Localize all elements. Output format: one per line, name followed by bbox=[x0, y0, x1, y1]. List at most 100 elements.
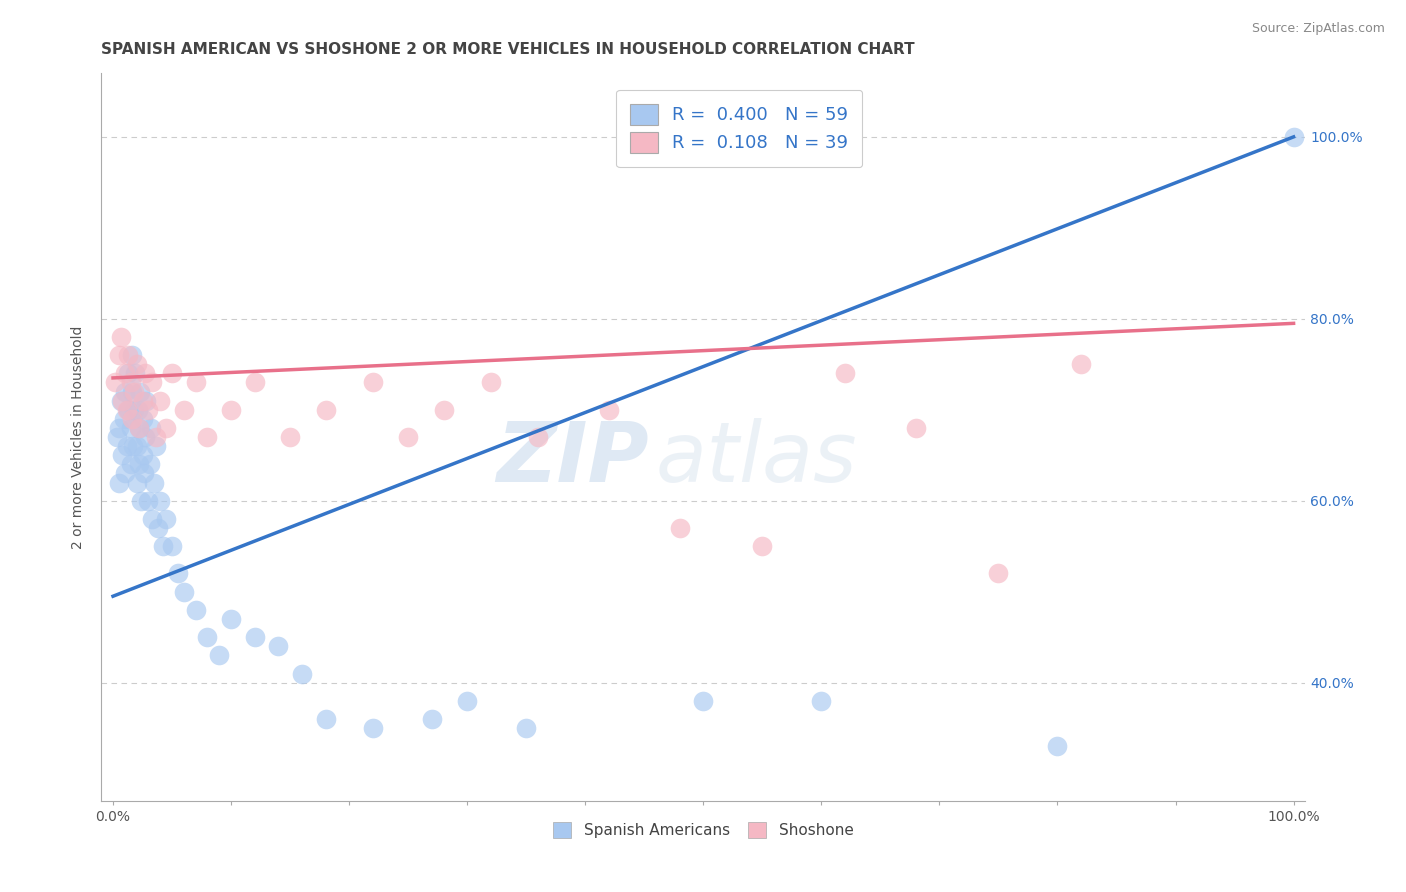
Point bbox=[479, 376, 502, 390]
Point bbox=[143, 475, 166, 490]
Point bbox=[122, 439, 145, 453]
Point bbox=[810, 694, 832, 708]
Point bbox=[128, 458, 150, 472]
Point bbox=[149, 493, 172, 508]
Point bbox=[124, 367, 146, 381]
Point bbox=[751, 539, 773, 553]
Text: SPANISH AMERICAN VS SHOSHONE 2 OR MORE VEHICLES IN HOUSEHOLD CORRELATION CHART: SPANISH AMERICAN VS SHOSHONE 2 OR MORE V… bbox=[101, 42, 915, 57]
Point bbox=[146, 521, 169, 535]
Point bbox=[120, 421, 142, 435]
Point bbox=[1282, 129, 1305, 144]
Point bbox=[120, 376, 142, 390]
Point bbox=[278, 430, 301, 444]
Point bbox=[139, 421, 162, 435]
Point bbox=[315, 712, 337, 726]
Point bbox=[1046, 739, 1069, 754]
Point bbox=[160, 367, 183, 381]
Point bbox=[315, 402, 337, 417]
Point bbox=[117, 348, 139, 362]
Point bbox=[131, 448, 153, 462]
Point bbox=[135, 393, 157, 408]
Point bbox=[141, 376, 163, 390]
Point bbox=[219, 612, 242, 626]
Point bbox=[184, 603, 207, 617]
Point bbox=[173, 584, 195, 599]
Point bbox=[111, 393, 134, 408]
Point bbox=[112, 412, 135, 426]
Point bbox=[134, 430, 156, 444]
Point bbox=[134, 367, 156, 381]
Point bbox=[129, 384, 152, 399]
Point bbox=[104, 376, 127, 390]
Point bbox=[114, 367, 136, 381]
Point bbox=[155, 421, 177, 435]
Point bbox=[396, 430, 419, 444]
Point bbox=[515, 721, 537, 735]
Point bbox=[361, 376, 384, 390]
Point bbox=[117, 402, 139, 417]
Point bbox=[208, 648, 231, 663]
Point bbox=[115, 439, 138, 453]
Point bbox=[145, 439, 167, 453]
Point bbox=[904, 421, 927, 435]
Point bbox=[114, 467, 136, 481]
Point bbox=[125, 439, 148, 453]
Legend: Spanish Americans, Shoshone: Spanish Americans, Shoshone bbox=[547, 816, 859, 844]
Point bbox=[108, 475, 131, 490]
Point bbox=[155, 512, 177, 526]
Point bbox=[668, 521, 690, 535]
Point bbox=[219, 402, 242, 417]
Point bbox=[834, 367, 856, 381]
Text: ZIP: ZIP bbox=[496, 418, 650, 500]
Point bbox=[1070, 357, 1092, 371]
Point bbox=[110, 330, 132, 344]
Point bbox=[131, 493, 153, 508]
Point bbox=[115, 402, 138, 417]
Point bbox=[122, 402, 145, 417]
Point bbox=[138, 493, 160, 508]
Point bbox=[598, 402, 620, 417]
Point bbox=[420, 712, 443, 726]
Point bbox=[127, 402, 149, 417]
Point bbox=[138, 402, 160, 417]
Point bbox=[125, 475, 148, 490]
Point bbox=[527, 430, 550, 444]
Point bbox=[108, 421, 131, 435]
Point bbox=[173, 402, 195, 417]
Point bbox=[197, 630, 219, 644]
Point bbox=[132, 467, 155, 481]
Point bbox=[160, 539, 183, 553]
Point bbox=[432, 402, 454, 417]
Point bbox=[131, 393, 153, 408]
Point bbox=[243, 376, 266, 390]
Point bbox=[149, 393, 172, 408]
Point bbox=[121, 412, 143, 426]
Point bbox=[110, 393, 132, 408]
Point bbox=[105, 430, 128, 444]
Point bbox=[145, 430, 167, 444]
Y-axis label: 2 or more Vehicles in Household: 2 or more Vehicles in Household bbox=[72, 326, 86, 549]
Point bbox=[987, 566, 1010, 581]
Point bbox=[267, 639, 290, 653]
Point bbox=[121, 384, 143, 399]
Point bbox=[121, 348, 143, 362]
Point bbox=[125, 357, 148, 371]
Point bbox=[184, 376, 207, 390]
Point bbox=[138, 458, 160, 472]
Point bbox=[108, 348, 131, 362]
Point bbox=[167, 566, 190, 581]
Point bbox=[122, 384, 145, 399]
Point bbox=[128, 421, 150, 435]
Point bbox=[120, 458, 142, 472]
Point bbox=[361, 721, 384, 735]
Point bbox=[111, 448, 134, 462]
Text: Source: ZipAtlas.com: Source: ZipAtlas.com bbox=[1251, 22, 1385, 36]
Point bbox=[243, 630, 266, 644]
Point bbox=[128, 421, 150, 435]
Point bbox=[197, 430, 219, 444]
Point bbox=[692, 694, 714, 708]
Point bbox=[456, 694, 478, 708]
Point bbox=[291, 666, 314, 681]
Point bbox=[152, 539, 174, 553]
Point bbox=[117, 367, 139, 381]
